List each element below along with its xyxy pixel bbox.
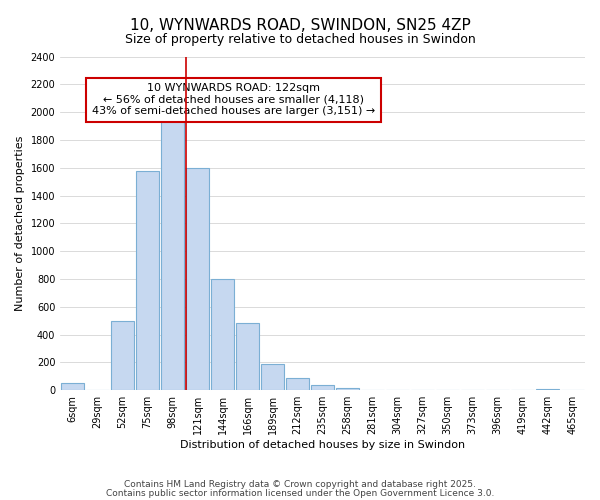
Bar	[236, 324, 259, 390]
Bar	[311, 386, 334, 390]
Text: 10, WYNWARDS ROAD, SWINDON, SN25 4ZP: 10, WYNWARDS ROAD, SWINDON, SN25 4ZP	[130, 18, 470, 32]
Text: Contains HM Land Registry data © Crown copyright and database right 2025.: Contains HM Land Registry data © Crown c…	[124, 480, 476, 489]
Y-axis label: Number of detached properties: Number of detached properties	[15, 136, 25, 311]
Bar	[262, 364, 284, 390]
Bar	[136, 170, 159, 390]
Bar	[187, 168, 209, 390]
Bar	[112, 320, 134, 390]
Text: 10 WYNWARDS ROAD: 122sqm
← 56% of detached houses are smaller (4,118)
43% of sem: 10 WYNWARDS ROAD: 122sqm ← 56% of detach…	[92, 83, 375, 116]
X-axis label: Distribution of detached houses by size in Swindon: Distribution of detached houses by size …	[180, 440, 465, 450]
Bar	[211, 279, 234, 390]
Bar	[61, 384, 84, 390]
Text: Contains public sector information licensed under the Open Government Licence 3.: Contains public sector information licen…	[106, 488, 494, 498]
Bar	[286, 378, 309, 390]
Text: Size of property relative to detached houses in Swindon: Size of property relative to detached ho…	[125, 32, 475, 46]
Bar	[161, 118, 184, 390]
Bar	[536, 389, 559, 390]
Bar	[337, 388, 359, 390]
